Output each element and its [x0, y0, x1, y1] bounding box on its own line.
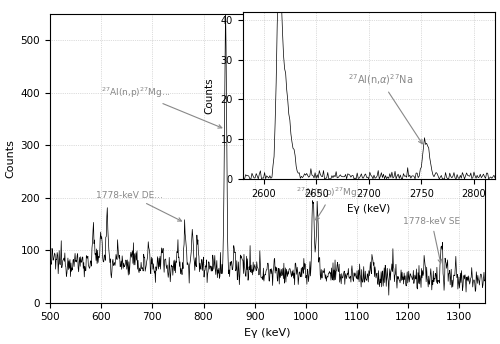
Text: $^{27}$Al(n,p)$^{27}$Mg...: $^{27}$Al(n,p)$^{27}$Mg...: [296, 185, 366, 220]
Text: $^{27}$Al(n,p)$^{27}$Mg...: $^{27}$Al(n,p)$^{27}$Mg...: [101, 85, 222, 128]
Y-axis label: Counts: Counts: [5, 139, 15, 178]
X-axis label: Eγ (keV): Eγ (keV): [347, 204, 391, 214]
Y-axis label: Counts: Counts: [205, 77, 215, 114]
Text: 1778-keV SE: 1778-keV SE: [403, 217, 460, 263]
Text: $^{27}$Al(n,$\alpha$)$^{27}$Na: $^{27}$Al(n,$\alpha$)$^{27}$Na: [348, 72, 422, 144]
Text: 1778-keV DE...: 1778-keV DE...: [96, 191, 182, 221]
X-axis label: Eγ (keV): Eγ (keV): [244, 328, 291, 338]
